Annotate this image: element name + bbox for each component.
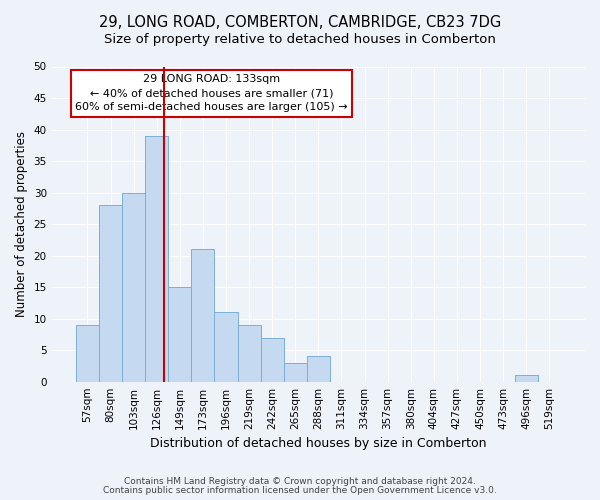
Bar bbox=[99, 205, 122, 382]
Bar bbox=[238, 325, 260, 382]
Bar bbox=[214, 312, 238, 382]
Bar bbox=[191, 250, 214, 382]
Bar bbox=[515, 376, 538, 382]
Bar bbox=[122, 192, 145, 382]
Text: Contains public sector information licensed under the Open Government Licence v3: Contains public sector information licen… bbox=[103, 486, 497, 495]
Text: Contains HM Land Registry data © Crown copyright and database right 2024.: Contains HM Land Registry data © Crown c… bbox=[124, 477, 476, 486]
Bar bbox=[168, 287, 191, 382]
Bar bbox=[145, 136, 168, 382]
Y-axis label: Number of detached properties: Number of detached properties bbox=[15, 131, 28, 317]
Bar bbox=[260, 338, 284, 382]
Bar bbox=[284, 363, 307, 382]
Text: 29, LONG ROAD, COMBERTON, CAMBRIDGE, CB23 7DG: 29, LONG ROAD, COMBERTON, CAMBRIDGE, CB2… bbox=[99, 15, 501, 30]
Text: 29 LONG ROAD: 133sqm
← 40% of detached houses are smaller (71)
60% of semi-detac: 29 LONG ROAD: 133sqm ← 40% of detached h… bbox=[76, 74, 348, 112]
Bar bbox=[76, 325, 99, 382]
Bar bbox=[307, 356, 330, 382]
Text: Size of property relative to detached houses in Comberton: Size of property relative to detached ho… bbox=[104, 32, 496, 46]
X-axis label: Distribution of detached houses by size in Comberton: Distribution of detached houses by size … bbox=[150, 437, 487, 450]
